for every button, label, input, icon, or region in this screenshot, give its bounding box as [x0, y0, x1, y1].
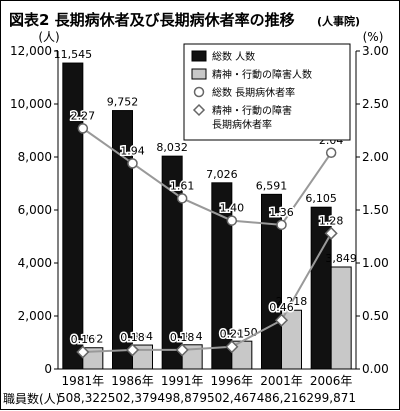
- bar-total-count-label: 8,032: [156, 141, 188, 154]
- y-right-tick-label: 0.50: [362, 309, 389, 323]
- point-mental-rate: [175, 343, 189, 357]
- point-total-rate: [276, 219, 287, 231]
- point-total-rate: [77, 123, 89, 134]
- legend-label-mental-count: 精神・行動の障害人数: [212, 68, 312, 81]
- bar-mental-count-label: 802: [82, 333, 103, 346]
- bar-total-count: [161, 155, 183, 370]
- bar-total-count: [261, 193, 282, 370]
- x-tick-label: 1996年: [211, 374, 254, 388]
- bar-mental-count-label: 914: [182, 330, 203, 343]
- y-right-tick-label: 3.00: [362, 44, 389, 58]
- legend-label-mental-rate-line1: 精神・行動の障害: [212, 104, 292, 117]
- bar-total-count-label: 6,591: [256, 179, 288, 192]
- chart-title-source: (人事院): [317, 14, 360, 28]
- point-total-rate: [176, 193, 188, 204]
- point-total-rate: [226, 215, 238, 226]
- staff-count: 508,322: [58, 391, 108, 405]
- y-right-tick-label: 2.00: [362, 150, 389, 164]
- point-mental-rate-label: 0.16: [71, 333, 96, 346]
- bar-total-count: [112, 110, 133, 370]
- bar-total-count-label: 6,105: [305, 192, 337, 205]
- point-total-rate: [127, 158, 138, 169]
- x-tick-label: 2006年: [310, 374, 353, 388]
- legend-box: [183, 43, 351, 141]
- bar-total-count-label: 9,752: [107, 96, 139, 109]
- y-left-tick-label: 6,000: [18, 203, 52, 217]
- point-mental-rate-label: 0.18: [120, 331, 145, 344]
- y-right-tick-label: 0.00: [362, 362, 389, 376]
- x-tick-label: 1986年: [111, 374, 154, 388]
- y-left-tick-label: 8,000: [18, 150, 52, 164]
- right-axis-unit: (%): [363, 30, 384, 44]
- y-right-tick-label: 2.50: [362, 97, 389, 111]
- staff-count: 502,379: [108, 391, 158, 405]
- point-total-rate-label: 2.27: [71, 109, 96, 122]
- x-tick-label: 1991年: [161, 374, 204, 388]
- chart-title: 図表2 長期病休者及び長期病休者率の推移: [9, 11, 295, 29]
- point-mental-rate: [274, 313, 289, 327]
- point-mental-rate: [125, 343, 140, 357]
- y-left-tick-label: 2,000: [18, 309, 52, 323]
- y-left-tick-label: 4,000: [18, 256, 52, 270]
- point-total-rate: [325, 147, 337, 159]
- bar-total-count-label: 7,026: [206, 168, 238, 181]
- line-mental-rate: [82, 232, 333, 354]
- point-total-rate-label: 1.40: [220, 202, 245, 215]
- y-right-tick-label: 1.50: [362, 203, 389, 217]
- bar-mental-count-label: 904: [132, 330, 153, 343]
- y-left-tick-label: 10,000: [10, 97, 52, 111]
- bar-total-count: [62, 62, 84, 370]
- bar-total-count-label: 11,545: [54, 48, 93, 61]
- left-axis-unit: (人): [38, 30, 59, 44]
- bar-mental-count-label: 1,050: [226, 326, 258, 339]
- y-left-tick-label: 0: [44, 362, 52, 376]
- staff-count: 502,467: [207, 391, 257, 405]
- y-left-tick-label: 12,000: [10, 44, 52, 58]
- legend-marker-mental-rate: [192, 103, 206, 117]
- point-mental-rate: [324, 226, 338, 240]
- staff-count: 486,216: [257, 391, 307, 405]
- legend-label-total-count: 総数 人数: [212, 50, 255, 63]
- point-mental-rate: [76, 345, 90, 359]
- bar-total-count: [211, 182, 233, 370]
- point-mental-rate-label: 0.18: [170, 331, 195, 344]
- bar-mental-count-label: 3,849: [325, 252, 357, 265]
- point-mental-rate: [225, 340, 239, 354]
- bar-mental-count: [330, 266, 352, 370]
- x-tick-label: 1981年: [62, 374, 105, 388]
- legend-swatch-total-count: [191, 50, 207, 62]
- legend-marker-total-rate: [193, 86, 205, 98]
- legend-label-mental-rate-line2: 長期病休者率: [212, 118, 272, 131]
- point-total-rate-label: 1.36: [269, 206, 294, 219]
- x-tick-label: 2001年: [260, 374, 303, 388]
- staff-count: 498,879: [157, 391, 207, 405]
- point-total-rate-label: 1.94: [120, 144, 145, 157]
- y-right-tick-label: 1.00: [362, 256, 389, 270]
- staff-count-label: 職員数(人): [3, 391, 60, 406]
- point-mental-rate-label: 1.28: [319, 214, 344, 227]
- point-mental-rate-label: 0.21: [220, 328, 245, 341]
- line-total-rate: [82, 127, 332, 226]
- staff-count: 299,871: [306, 391, 356, 405]
- bar-mental-count: [281, 309, 302, 370]
- point-total-rate-label: 1.61: [170, 179, 195, 192]
- point-mental-rate-label: 0.46: [269, 301, 294, 314]
- legend-label-total-rate: 総数 長期病休者率: [212, 86, 295, 99]
- legend-swatch-mental-count: [191, 68, 207, 80]
